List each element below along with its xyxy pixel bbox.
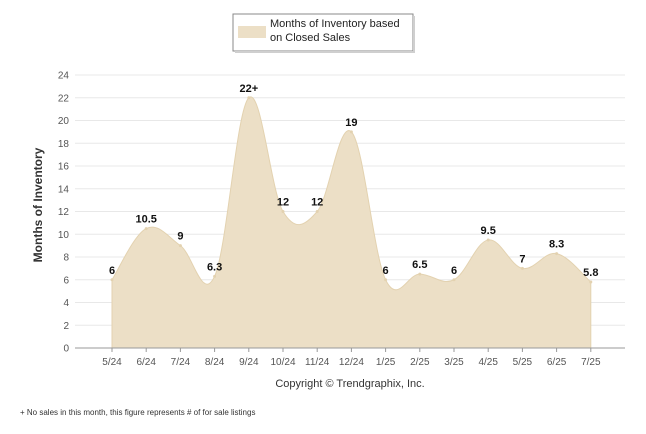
data-point <box>418 272 422 276</box>
y-tick-label: 16 <box>58 162 70 173</box>
legend-text-line1: Months of Inventory based <box>270 18 400 30</box>
y-tick-label: 24 <box>58 71 70 82</box>
x-tick-label: 5/25 <box>513 357 533 368</box>
x-tick-label: 4/25 <box>478 357 498 368</box>
x-tick-label: 8/24 <box>205 357 225 368</box>
data-point <box>110 278 114 282</box>
data-label: 9.5 <box>481 225 496 237</box>
data-label: 19 <box>345 117 357 129</box>
x-tick-label: 10/24 <box>270 357 295 368</box>
data-point <box>281 210 285 213</box>
copyright: Copyright © Trendgraphix, Inc. <box>275 378 424 390</box>
data-label: 5.8 <box>583 267 598 279</box>
x-tick-label: 3/25 <box>444 357 464 368</box>
data-label: 12 <box>311 197 323 209</box>
data-label: 9 <box>177 231 183 243</box>
y-tick-label: 20 <box>58 116 70 127</box>
data-label: 10.5 <box>135 214 156 226</box>
legend: Months of Inventory based on Closed Sale… <box>232 13 415 53</box>
x-tick-label: 6/24 <box>136 357 156 368</box>
data-point <box>178 244 182 248</box>
y-tick-label: 14 <box>58 184 70 195</box>
data-point <box>486 238 490 242</box>
data-point <box>555 252 559 256</box>
y-tick-label: 22 <box>58 93 70 104</box>
y-tick-label: 8 <box>63 253 69 264</box>
data-point <box>589 280 593 284</box>
y-tick-label: 2 <box>63 321 69 332</box>
y-tick-label: 0 <box>63 344 69 355</box>
x-tick-label: 2/25 <box>410 357 430 368</box>
x-tick-label: 12/24 <box>339 357 364 368</box>
x-tick-label: 11/24 <box>305 357 330 368</box>
data-point <box>384 278 388 282</box>
data-label: 6 <box>451 265 457 277</box>
data-label: 8.3 <box>549 239 564 251</box>
data-label: 6 <box>383 265 389 277</box>
data-label: 7 <box>519 253 525 265</box>
x-tick-label: 7/24 <box>171 357 191 368</box>
data-point <box>144 227 148 231</box>
y-tick-label: 4 <box>63 298 69 309</box>
data-point <box>315 210 319 213</box>
data-label: 12 <box>277 197 289 209</box>
data-point <box>213 274 217 278</box>
legend-text-line2: on Closed Sales <box>270 32 351 44</box>
x-tick-label: 5/24 <box>102 357 122 368</box>
data-label: 6 <box>109 265 115 277</box>
legend-swatch <box>238 26 266 38</box>
x-tick-label: 7/25 <box>581 357 601 368</box>
data-label: 6.5 <box>412 259 427 271</box>
x-tick-labels: 5/24 6/24 7/24 8/24 9/24 10/24 11/24 12/24 1/25 2… <box>102 348 601 368</box>
y-tick-label: 18 <box>58 139 70 150</box>
data-label: 6.3 <box>207 261 222 273</box>
data-labels: 6 10.5 9 6.3 22+ 12 12 19 6 6.5 6 9.5 7 8.3 5.8 <box>109 83 598 284</box>
y-tick-label: 12 <box>58 207 70 218</box>
footnote: + No sales in this month, this figure re… <box>20 408 255 417</box>
y-axis-title: Months of Inventory <box>31 147 45 262</box>
legend-shadow-r <box>413 16 415 53</box>
data-label: 22+ <box>239 83 258 95</box>
legend-shadow-b <box>235 51 415 53</box>
y-tick-label: 10 <box>58 230 70 241</box>
x-tick-label: 1/25 <box>376 357 396 368</box>
y-tick-label: 6 <box>63 275 69 286</box>
x-tick-label: 6/25 <box>547 357 567 368</box>
data-point <box>349 130 353 134</box>
x-tick-label: 9/24 <box>239 357 259 368</box>
data-point <box>520 266 524 270</box>
series-area <box>111 96 592 349</box>
data-point <box>247 96 251 100</box>
data-point <box>452 278 456 282</box>
